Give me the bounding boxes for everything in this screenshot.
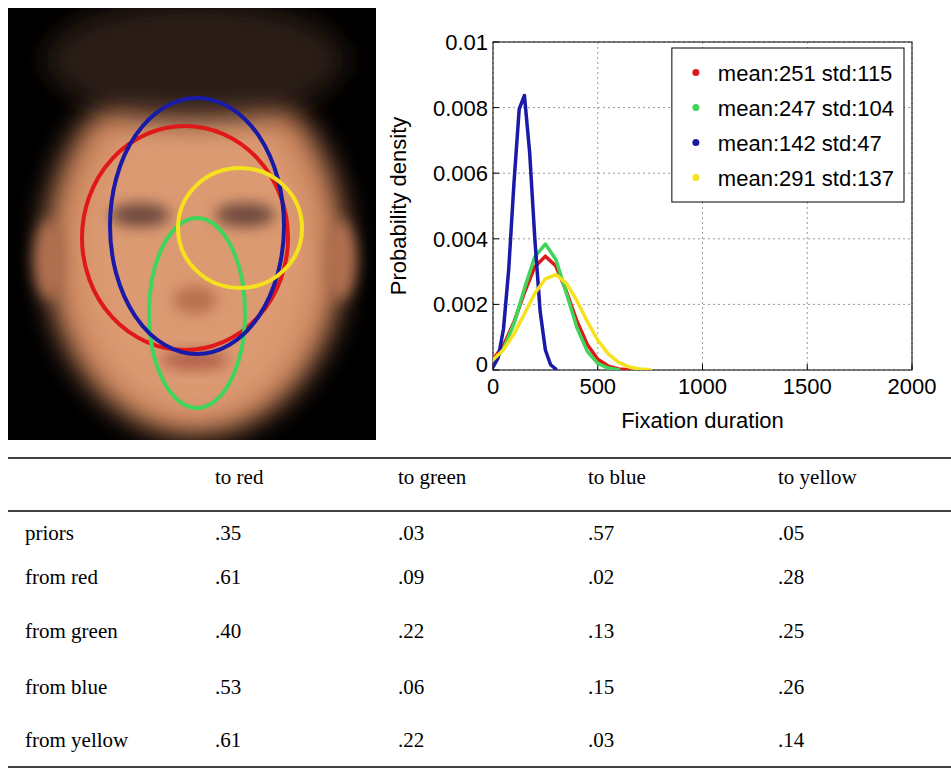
table-cell: .03 xyxy=(398,521,424,545)
table-rule xyxy=(8,457,951,459)
plot-frame xyxy=(493,42,912,370)
table-cell: .61 xyxy=(215,565,241,589)
y-tick-label: 0.002 xyxy=(433,292,488,317)
legend-box xyxy=(672,48,904,202)
legend-label: mean:291 std:137 xyxy=(718,166,894,191)
table-rule xyxy=(8,510,951,512)
tick-mark xyxy=(702,364,703,370)
row-label: from red xyxy=(25,565,98,589)
table-cell: .22 xyxy=(398,728,424,752)
y-axis-title: Probability density xyxy=(386,117,411,296)
column-header: to blue xyxy=(588,465,646,489)
table-cell: .61 xyxy=(215,728,241,752)
face-skin xyxy=(45,65,345,435)
legend-marker xyxy=(692,104,699,111)
face-nose xyxy=(173,286,217,314)
y-tick-label: 0.004 xyxy=(433,227,488,252)
y-tick-label: 0.01 xyxy=(445,30,488,55)
table-cell: .25 xyxy=(778,619,804,643)
tick-mark xyxy=(807,364,808,370)
column-header: to red xyxy=(215,465,264,489)
series-group xyxy=(493,95,650,369)
chart: 0 500 1000 1500 2000 0 0.002 0.004 0.006 0.008 0.0… xyxy=(386,30,936,433)
tick-mark xyxy=(493,304,499,305)
tick-mark xyxy=(493,173,499,174)
legend-label: mean:251 std:115 xyxy=(718,61,893,86)
table-cell: .09 xyxy=(398,565,424,589)
table: to red to green to blue to yellow priors .35.… xyxy=(8,458,951,767)
face-hair xyxy=(45,8,345,120)
legend-label: mean:142 std:47 xyxy=(718,131,882,156)
table-rule xyxy=(8,766,951,768)
density-curve xyxy=(493,244,619,370)
figure: 0 500 1000 1500 2000 0 0.002 0.004 0.006 0.008 0.0… xyxy=(0,0,951,772)
table-cell: .22 xyxy=(398,619,424,643)
table-cell: .14 xyxy=(778,728,805,752)
x-tick-label: 0 xyxy=(487,374,499,399)
table-cell: .53 xyxy=(215,675,241,699)
grid-line xyxy=(493,238,912,239)
row-label: from green xyxy=(25,619,118,643)
grid-line xyxy=(597,42,598,370)
table-cell: .26 xyxy=(778,675,804,699)
x-tick-label: 1500 xyxy=(783,374,832,399)
face-image xyxy=(8,8,376,440)
y-tick-label: 0 xyxy=(476,352,488,377)
legend-marker xyxy=(692,174,699,181)
density-curve xyxy=(493,95,556,369)
face-eye xyxy=(215,203,275,227)
x-axis-title: Fixation duration xyxy=(621,408,784,433)
y-tick-label: 0.006 xyxy=(433,161,488,186)
legend-label: mean:247 std:104 xyxy=(718,96,894,121)
table-cell: .57 xyxy=(588,521,614,545)
row-label: priors xyxy=(25,521,74,545)
column-header: to green xyxy=(398,465,467,489)
face-eye xyxy=(110,203,170,227)
face-ear xyxy=(34,220,66,300)
legend-marker xyxy=(692,139,699,146)
x-tick-label: 1000 xyxy=(678,374,727,399)
table-cell: .28 xyxy=(778,565,804,589)
column-header: to yellow xyxy=(778,465,858,489)
region-ellipse xyxy=(149,218,245,408)
legend: mean:251 std:115 mean:247 std:104 mean:142… xyxy=(672,48,904,202)
table-cell: .13 xyxy=(588,619,614,643)
table-cell: .05 xyxy=(778,521,804,545)
region-ellipse xyxy=(110,98,284,354)
grid-line xyxy=(493,304,912,305)
face-ear xyxy=(324,220,356,300)
row-label: from yellow xyxy=(25,728,129,752)
table-cell: .15 xyxy=(588,675,614,699)
table-cell: .40 xyxy=(215,619,241,643)
x-tick-label: 500 xyxy=(579,374,616,399)
x-tick-label: 2000 xyxy=(888,374,937,399)
table-cell: .02 xyxy=(588,565,614,589)
table-cell: .03 xyxy=(588,728,614,752)
table-cell: .35 xyxy=(215,521,241,545)
face-skin xyxy=(75,95,315,415)
row-label: from blue xyxy=(25,675,107,699)
plot-background xyxy=(493,42,912,370)
density-curve xyxy=(493,275,650,370)
legend-marker xyxy=(692,69,699,76)
region-ellipse xyxy=(178,168,302,288)
y-tick-label: 0.008 xyxy=(433,96,488,121)
tick-mark xyxy=(493,107,499,108)
table-cell: .06 xyxy=(398,675,424,699)
tick-mark xyxy=(493,238,499,239)
